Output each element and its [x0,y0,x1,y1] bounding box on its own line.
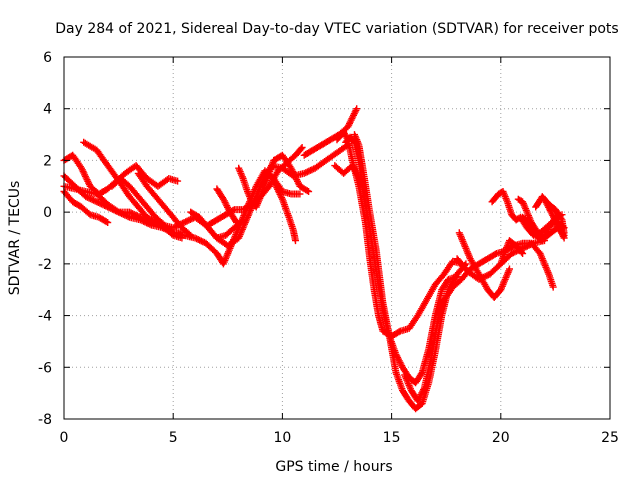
y-tick-label: 2 [43,153,52,169]
plus-markers [541,195,568,242]
series-trace-8 [187,208,247,242]
series-trace-16 [342,133,461,387]
x-tick-label: 20 [492,430,510,446]
y-tick-label: -8 [38,412,52,428]
series-trace-18 [401,239,557,405]
x-tick-label: 25 [601,430,619,446]
plus-markers [108,175,186,237]
series-trace-11 [235,151,313,211]
plus-markers [235,151,313,211]
plot-frame [63,56,611,420]
series-trace-26 [541,195,568,242]
x-tick-label: 0 [60,430,69,446]
series-trace-10 [213,185,240,226]
plus-markers [497,237,527,268]
y-tick-label: 0 [43,205,52,221]
series-trace-12 [270,177,299,245]
y-tick-label: -4 [38,309,52,325]
series-trace-7 [134,169,195,239]
plus-markers [134,169,195,239]
y-tick-label: 6 [43,50,52,66]
x-tick-label: 15 [383,430,401,446]
plus-markers [342,133,461,387]
plus-markers [187,208,247,242]
plus-markers [401,239,557,405]
y-tick-label: -2 [38,257,52,273]
x-tick-label: 5 [169,430,178,446]
data-traces [60,105,568,413]
x-axis-label: GPS time / hours [275,459,392,475]
series-trace-21 [497,237,527,268]
grid [64,57,610,419]
x-tick-label: 10 [273,430,291,446]
chart-title: Day 284 of 2021, Sidereal Day-to-day VTE… [55,21,618,37]
y-tick-label: 4 [43,102,52,118]
plus-markers [213,185,240,226]
series-trace-6 [108,175,186,237]
axis-ticks: 0 5 10 15 20 25 -8 -6 -4 -2 0 2 4 6 [38,50,619,446]
y-tick-label: -6 [38,360,52,376]
plus-markers [270,177,299,245]
y-axis-label: SDTVAR / TECUs [7,181,23,296]
